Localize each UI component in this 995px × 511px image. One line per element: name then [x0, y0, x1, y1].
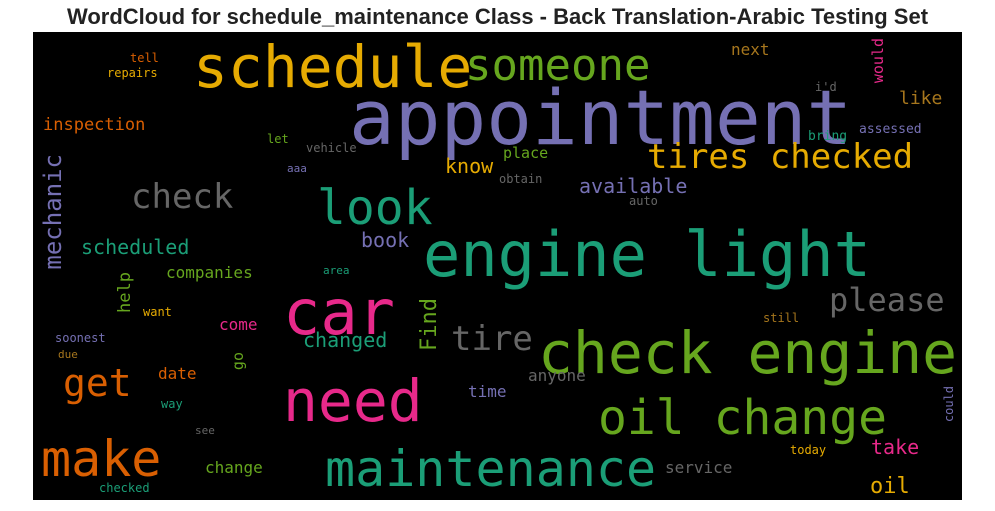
word-maintenance: maintenance	[325, 440, 657, 498]
word-area: area	[323, 264, 350, 277]
word-due: due	[58, 348, 78, 361]
word-find: Find	[417, 298, 442, 351]
word-tell: tell	[130, 51, 159, 65]
word-check: check	[131, 177, 234, 217]
word-book: book	[361, 228, 410, 252]
word-need: need	[283, 367, 423, 435]
word-still: still	[763, 311, 800, 325]
word-service: service	[665, 458, 733, 477]
word-appointment: appointment	[349, 73, 853, 162]
word-someone: someone	[465, 40, 651, 91]
word-come: come	[219, 315, 258, 334]
chart-title: WordCloud for schedule_maintenance Class…	[66, 4, 929, 29]
word-vehicle: vehicle	[306, 141, 357, 155]
word-aaa: aaa	[287, 162, 307, 175]
word-could: could	[942, 386, 956, 423]
word-available: available	[579, 174, 688, 198]
word-would: would	[869, 38, 887, 84]
word-help: help	[115, 272, 135, 313]
word-inspection: inspection	[43, 115, 146, 135]
word-time: time	[468, 382, 507, 401]
word-changed: changed	[303, 328, 388, 352]
word-mechanic: mechanic	[39, 154, 67, 270]
word-tire: tire	[451, 319, 533, 359]
word-take: take	[871, 435, 920, 459]
word-scheduled: scheduled	[81, 235, 190, 259]
word-go: go	[229, 352, 247, 371]
word-please: please	[829, 281, 945, 319]
word-tires-checked: tires checked	[647, 137, 914, 177]
word-like: like	[899, 88, 943, 109]
word-i-d: i'd	[815, 80, 837, 94]
word-anyone: anyone	[528, 366, 586, 385]
word-make: make	[41, 430, 162, 488]
word-change: change	[205, 458, 263, 477]
word-car: car	[283, 276, 395, 349]
word-next: next	[731, 40, 770, 59]
word-date: date	[158, 364, 197, 383]
word-companies: companies	[166, 263, 253, 282]
word-bring: bring	[808, 129, 848, 144]
word-way: way	[161, 397, 183, 411]
word-repairs: repairs	[107, 66, 158, 80]
word-see: see	[195, 424, 215, 437]
word-look: look	[317, 180, 433, 236]
word-oil-change: oil change	[598, 390, 887, 446]
word-cloud-canvas: appointment schedule someone engine light ca…	[33, 32, 962, 500]
word-today: today	[790, 443, 827, 457]
word-auto: auto	[629, 194, 658, 208]
word-get: get	[63, 361, 132, 405]
word-check-engine: check engine	[538, 319, 958, 387]
word-oil: oil	[870, 474, 910, 499]
word-checked: checked	[99, 481, 150, 495]
word-want: want	[143, 305, 172, 319]
word-place: place	[503, 144, 549, 162]
word-obtain: obtain	[499, 172, 543, 186]
word-soonest: soonest	[55, 331, 106, 345]
word-know: know	[445, 154, 494, 178]
word-engine-light: engine light	[423, 218, 871, 291]
word-schedule: schedule	[193, 33, 473, 101]
word-assessed: assessed	[859, 122, 922, 137]
word-let: let	[267, 132, 289, 146]
